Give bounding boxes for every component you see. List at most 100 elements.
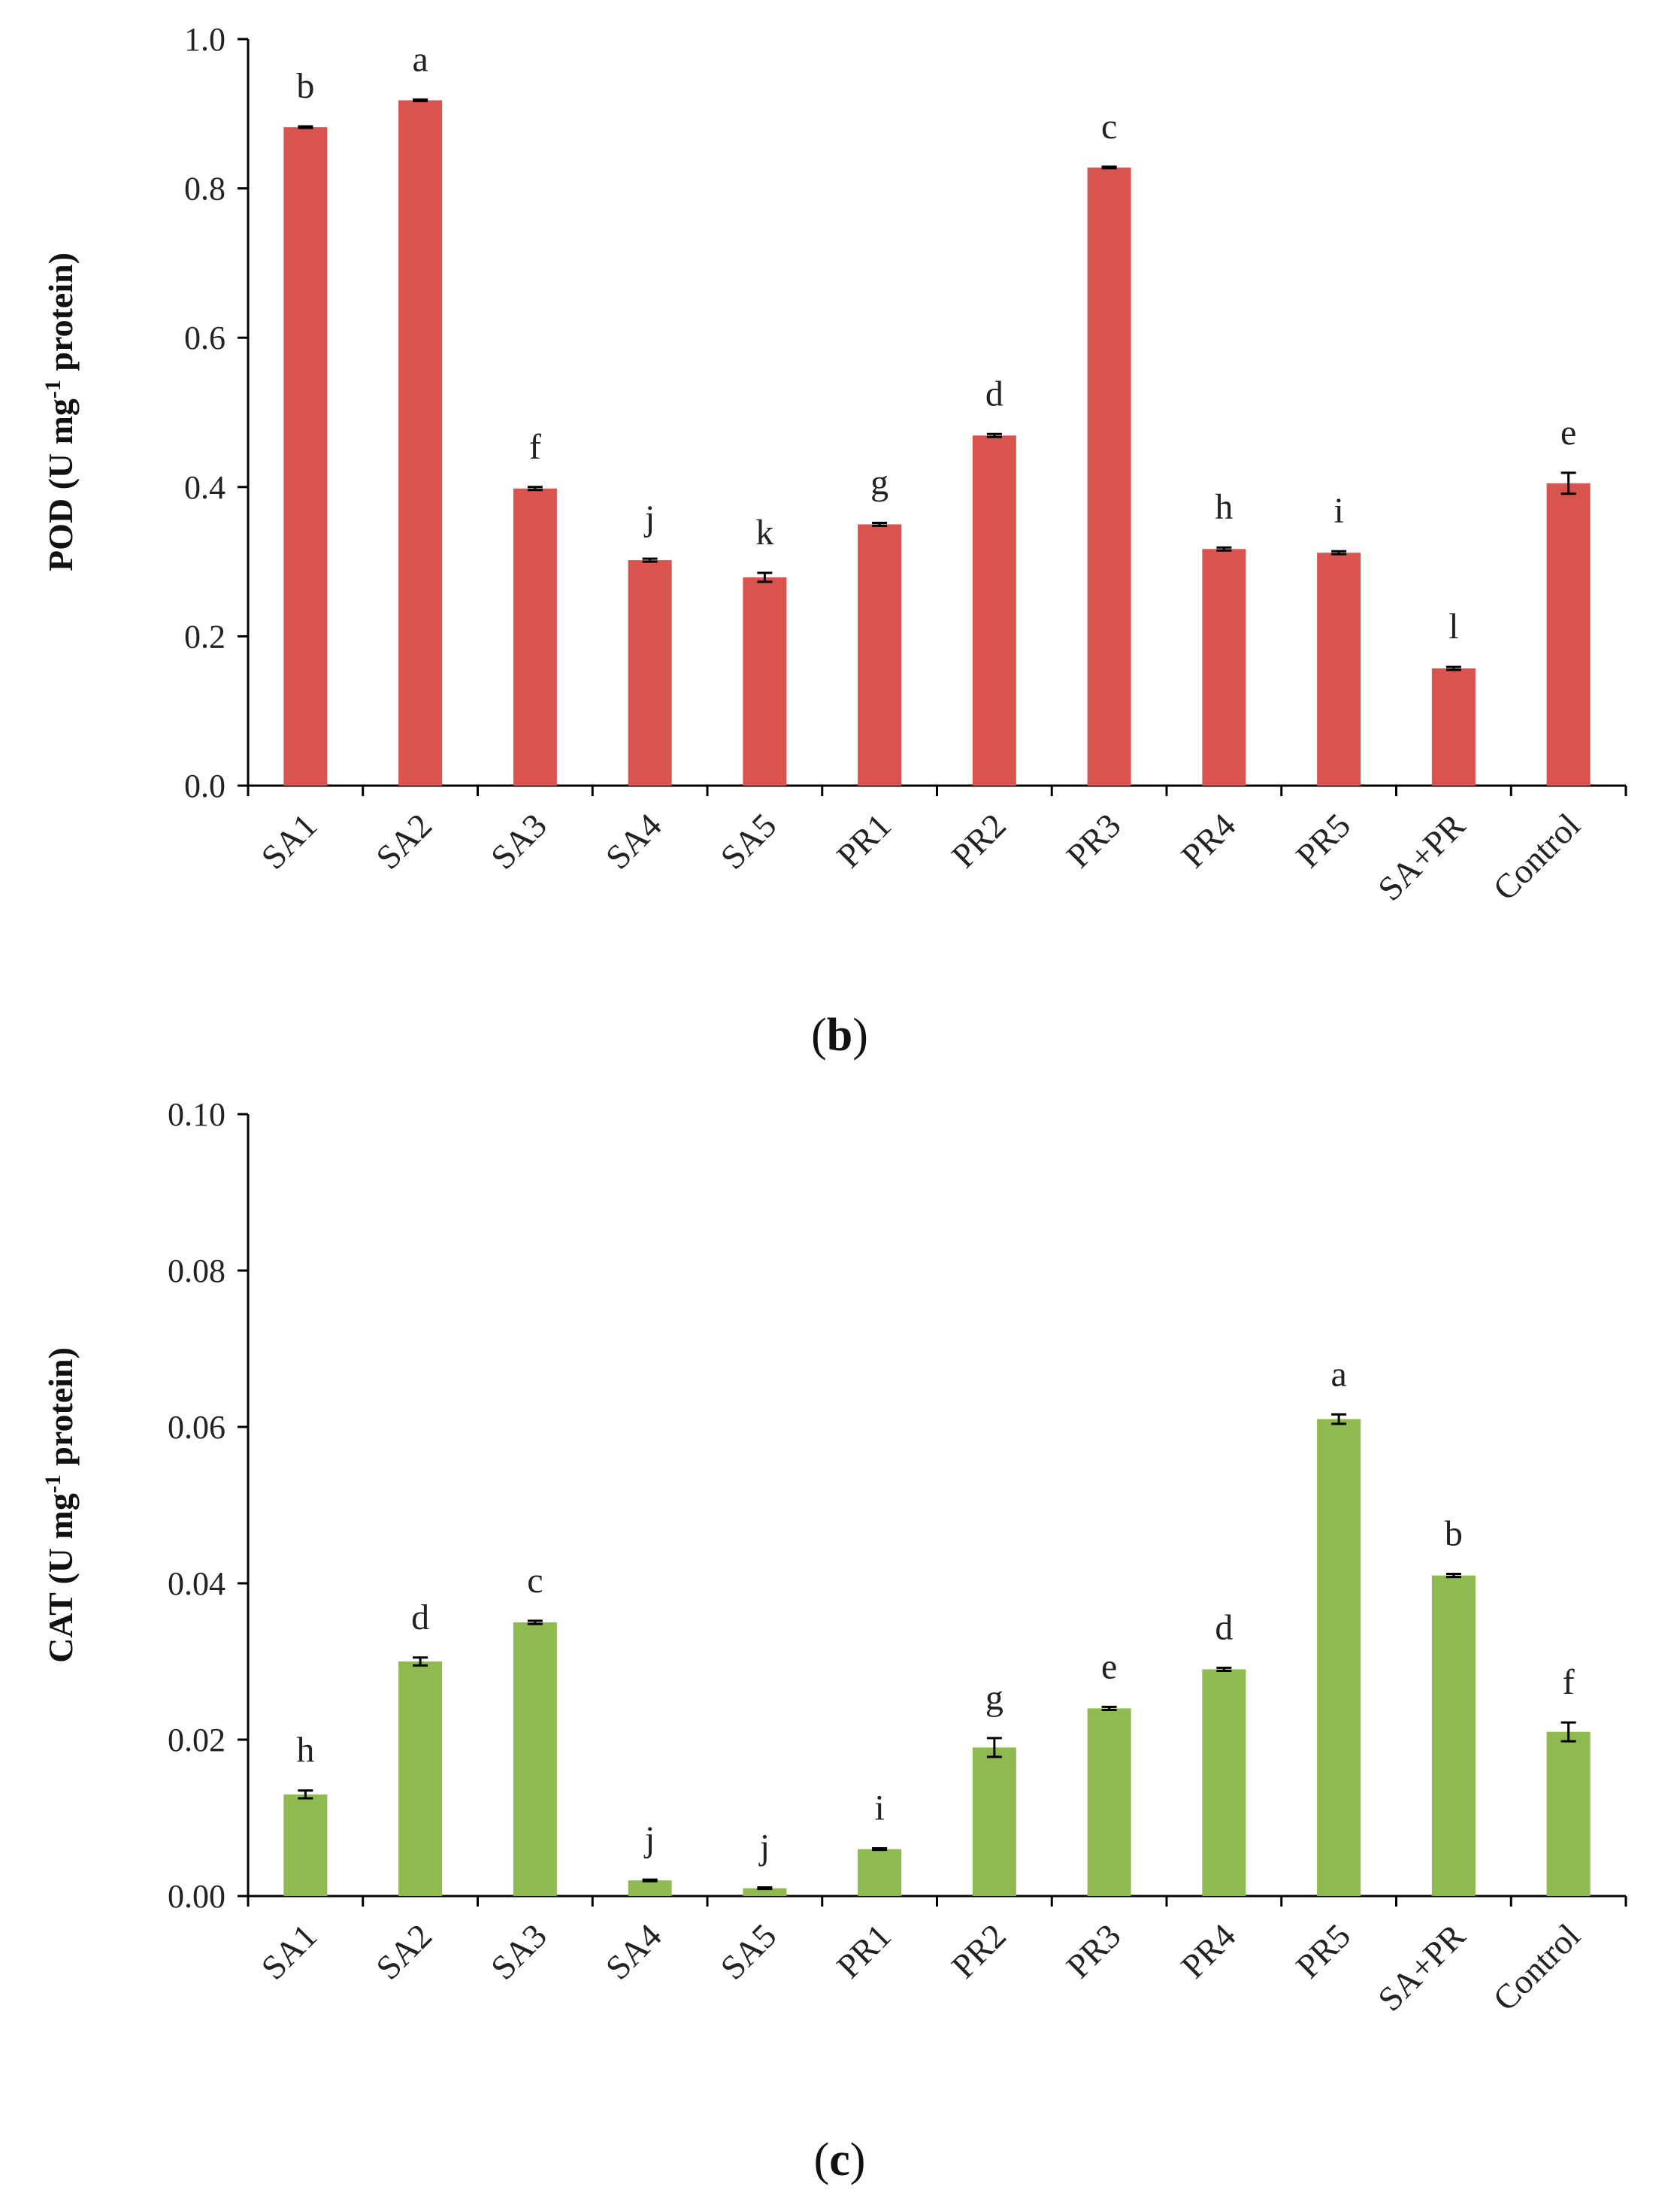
category-label: SA4 (598, 806, 669, 877)
significance-letter: f (1563, 1662, 1575, 1702)
error-bar (298, 125, 313, 129)
bar (743, 1888, 787, 1896)
category-label: PR1 (829, 1916, 898, 1986)
error-bar (986, 432, 1002, 438)
bar (858, 1849, 902, 1896)
significance-letter: d (1215, 1607, 1233, 1647)
significance-letter: a (1330, 1354, 1346, 1394)
panel-label-b: (b) (811, 1010, 868, 1061)
significance-letter: d (411, 1598, 429, 1637)
bar (513, 1622, 557, 1896)
y-tick-label: 0.02 (168, 1722, 226, 1758)
significance-letter: j (643, 498, 655, 538)
bar (1546, 1731, 1591, 1896)
bar (1087, 1708, 1131, 1896)
bar (283, 127, 328, 786)
category-label: SA5 (713, 806, 784, 877)
significance-letter: h (296, 1731, 314, 1770)
category-label: PR2 (944, 806, 1013, 875)
significance-letter: k (755, 513, 773, 553)
y-tick-label: 0.0 (184, 768, 226, 804)
error-bar (642, 1878, 658, 1883)
y-tick-label: 0.04 (168, 1565, 226, 1602)
bar (1431, 668, 1476, 786)
significance-letter: b (1445, 1514, 1463, 1554)
y-axis-label-main: POD (U mg (41, 398, 80, 571)
significance-letter: c (1101, 107, 1117, 147)
y-tick-label: 0.6 (184, 320, 226, 356)
significance-letter: g (870, 462, 888, 502)
category-label: SA5 (713, 1916, 784, 1987)
bar (1317, 553, 1361, 786)
category-label: SA3 (483, 1916, 554, 1987)
error-bar (1560, 471, 1576, 495)
error-bar (1101, 1705, 1117, 1711)
category-label: PR2 (944, 1916, 1013, 1986)
y-axis-label-sup: -1 (41, 380, 65, 398)
y-tick-label: 0.00 (168, 1878, 226, 1915)
category-label: PR4 (1173, 806, 1243, 875)
error-bar (986, 1737, 1002, 1758)
bar (972, 435, 1016, 786)
error-bar (413, 98, 428, 102)
category-label: SA2 (368, 1916, 439, 1987)
error-bar (1216, 546, 1232, 552)
bar (283, 1794, 328, 1896)
error-bar (1101, 165, 1117, 170)
category-label: SA4 (598, 1916, 669, 1987)
category-label: SA3 (483, 806, 554, 877)
category-label: PR1 (829, 806, 898, 875)
error-bar (757, 1886, 773, 1891)
y-tick-label: 0.08 (168, 1252, 226, 1289)
y-tick-label: 0.4 (184, 469, 226, 506)
error-bar (413, 1656, 428, 1667)
significance-letter: j (758, 1828, 770, 1867)
error-bar (1445, 665, 1461, 671)
significance-letter: f (529, 427, 541, 467)
y-axis-label: CAT (U mg-1 protein) (41, 1347, 80, 1663)
error-bar (1331, 550, 1347, 556)
error-bar (872, 1847, 888, 1852)
category-label: PR3 (1059, 806, 1128, 875)
category-label: SA1 (254, 1916, 325, 1987)
y-axis-label-tail: protein) (41, 1347, 80, 1474)
significance-letter: g (985, 1678, 1003, 1718)
significance-letter: e (1101, 1646, 1117, 1686)
category-label: Control (1485, 1916, 1587, 2018)
category-label: SA+PR (1370, 806, 1473, 908)
category-label: PR3 (1059, 1916, 1128, 1986)
pod-chart: 0.0 0.2 0.4 0.6 0.8 1.0 b SA1 a SA2 f SA3 j SA4 k SA5 g P… (41, 21, 1627, 908)
y-tick-label: 0.8 (184, 171, 226, 207)
error-bar (298, 1789, 313, 1800)
error-bar (1216, 1666, 1232, 1672)
bar (743, 577, 787, 786)
y-tick-label: 0.2 (184, 618, 226, 655)
y-tick-label: 1.0 (184, 21, 226, 58)
y-axis-label-main: CAT (U mg (41, 1493, 80, 1663)
significance-letter: e (1560, 413, 1576, 453)
bar (398, 100, 443, 786)
bar (398, 1661, 443, 1896)
category-label: SA2 (368, 806, 439, 877)
category-label: PR5 (1288, 1916, 1358, 1986)
bar (513, 488, 557, 786)
error-bar (642, 557, 658, 563)
significance-letter: i (874, 1789, 884, 1828)
error-bar (1445, 1573, 1461, 1579)
category-label: SA+PR (1370, 1916, 1473, 2019)
y-tick-label: 0.10 (168, 1096, 226, 1133)
bar (628, 560, 672, 786)
significance-letter: b (296, 66, 314, 106)
error-bar (527, 1619, 543, 1625)
cat-chart: 0.00 0.02 0.04 0.06 0.08 0.10 h SA1 d SA2 c SA3 j SA4… (41, 1096, 1627, 2019)
category-label: SA1 (254, 806, 325, 877)
category-label: PR5 (1288, 806, 1358, 875)
significance-letter: c (527, 1561, 543, 1601)
bar (1431, 1575, 1476, 1896)
error-bar (527, 486, 543, 492)
category-label: PR4 (1173, 1916, 1243, 1986)
y-axis-label-sup: -1 (41, 1474, 65, 1493)
significance-letter: h (1215, 487, 1233, 527)
significance-letter: d (985, 374, 1003, 413)
